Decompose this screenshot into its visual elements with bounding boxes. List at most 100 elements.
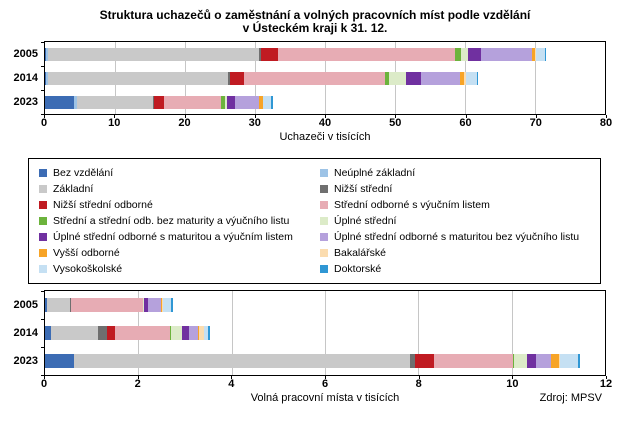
bar-segment xyxy=(545,48,546,61)
x-axis-tick-label: 50 xyxy=(389,117,401,129)
bar-segment xyxy=(77,96,153,109)
legend-swatch-icon xyxy=(39,185,47,193)
bar-segment xyxy=(461,48,469,61)
x-axis-tick-label: 10 xyxy=(506,378,518,390)
y-axis-tick xyxy=(41,291,45,292)
legend-item: Střední odborné s výučním listem xyxy=(320,199,590,211)
legend-label: Střední odborné s výučním listem xyxy=(334,199,490,211)
bar-segment xyxy=(171,298,172,312)
legend-item: Nižší střední odborné xyxy=(39,199,314,211)
bar-row-2005: 2005 xyxy=(45,298,605,312)
legend-swatch-icon xyxy=(320,169,328,177)
legend-label: Nižší střední xyxy=(334,183,392,195)
y-axis-tick xyxy=(41,66,45,67)
y-axis-tick xyxy=(41,347,45,348)
x-axis-tick-label: 30 xyxy=(249,117,261,129)
x-axis-tick-label: 10 xyxy=(108,117,120,129)
bar-segment xyxy=(560,354,578,368)
x-axis-tick-label: 12 xyxy=(600,378,612,390)
bar-segment xyxy=(536,48,545,61)
bar-segment xyxy=(481,48,532,61)
x-axis-tick-label: 6 xyxy=(322,378,328,390)
y-category-label: 2014 xyxy=(14,327,38,339)
legend-swatch-icon xyxy=(320,201,328,209)
y-axis-tick xyxy=(41,90,45,91)
legend-item: Úplné střední xyxy=(320,215,590,227)
bar-segment xyxy=(107,326,115,340)
bar-segment xyxy=(45,96,74,109)
x-axis-tick-label: 40 xyxy=(319,117,331,129)
legend-swatch-icon xyxy=(320,217,328,225)
legend-swatch-icon xyxy=(320,185,328,193)
legend-swatch-icon xyxy=(39,169,47,177)
legend-label: Vyšší odborné xyxy=(53,247,120,259)
legend-label: Úplné střední xyxy=(334,215,396,227)
legend-swatch-icon xyxy=(39,265,47,273)
bar-segment xyxy=(48,48,259,61)
bar-segment xyxy=(421,72,460,85)
bar-segment xyxy=(514,354,527,368)
bar-segment xyxy=(235,96,260,109)
legend-item: Úplné střední odborné s maturitou a výuč… xyxy=(39,231,314,243)
legend-item: Doktorské xyxy=(320,263,590,275)
bottom-chart-x-axis-title-row: Volná pracovní místa v tisících Zdroj: M… xyxy=(44,392,606,406)
top-chart-x-axis-title-row: Uchazeči v tisících xyxy=(44,131,606,145)
bar-segment xyxy=(182,326,189,340)
bar-segment xyxy=(415,354,435,368)
bar-segment xyxy=(261,48,278,61)
legend-swatch-icon xyxy=(320,265,328,273)
bar-segment xyxy=(477,72,478,85)
x-axis-tick-label: 4 xyxy=(228,378,234,390)
legend-item: Bakalářské xyxy=(320,247,590,259)
y-category-label: 2014 xyxy=(14,72,38,84)
bar-segment xyxy=(148,298,161,312)
bar-segment xyxy=(551,354,559,368)
legend-item: Základní xyxy=(39,183,314,195)
bar-segment xyxy=(208,326,209,340)
legend-label: Bakalářské xyxy=(334,247,386,259)
y-axis-tick xyxy=(41,319,45,320)
x-axis-tick-label: 20 xyxy=(178,117,190,129)
bar-segment xyxy=(98,326,107,340)
bottom-chart-x-axis-title: Volná pracovní místa v tisících xyxy=(44,392,606,404)
legend-swatch-icon xyxy=(320,233,328,241)
legend-swatch-icon xyxy=(39,233,47,241)
x-axis-tick-label: 0 xyxy=(41,378,47,390)
y-category-label: 2023 xyxy=(14,355,38,367)
legend-label: Úplné střední odborné s maturitou a výuč… xyxy=(53,231,293,243)
bar-segment xyxy=(244,72,385,85)
y-category-label: 2005 xyxy=(14,299,38,311)
bar-segment xyxy=(115,326,170,340)
legend-label: Bez vzdělání xyxy=(53,167,113,179)
bar-segment xyxy=(278,48,455,61)
bar-segment xyxy=(48,72,227,85)
bar-segment xyxy=(466,72,477,85)
bar-segment xyxy=(51,326,98,340)
bar-row-2005: 2005 xyxy=(45,48,605,61)
legend-swatch-icon xyxy=(39,249,47,257)
bar-segment xyxy=(74,354,410,368)
bar-segment xyxy=(154,96,164,109)
bar-segment xyxy=(263,96,271,109)
bar-segment xyxy=(527,354,536,368)
bar-segment xyxy=(45,354,74,368)
bar-segment xyxy=(536,354,551,368)
y-axis-tick xyxy=(41,42,45,43)
legend-swatch-icon xyxy=(39,201,47,209)
bar-segment xyxy=(578,354,580,368)
y-category-label: 2023 xyxy=(14,96,38,108)
legend-label: Základní xyxy=(53,183,93,195)
bar-segment xyxy=(271,96,273,109)
bar-row-2014: 2014 xyxy=(45,326,605,340)
x-axis-tick-label: 60 xyxy=(459,117,471,129)
legend-label: Neúplné základní xyxy=(334,167,415,179)
legend-item: Střední a střední odb. bez maturity a vý… xyxy=(39,215,314,227)
bar-segment xyxy=(71,298,143,312)
x-axis-tick-label: 80 xyxy=(600,117,612,129)
bar-segment xyxy=(163,298,171,312)
